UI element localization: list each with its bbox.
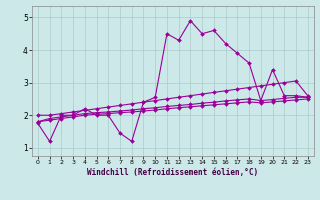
X-axis label: Windchill (Refroidissement éolien,°C): Windchill (Refroidissement éolien,°C) <box>87 168 258 177</box>
